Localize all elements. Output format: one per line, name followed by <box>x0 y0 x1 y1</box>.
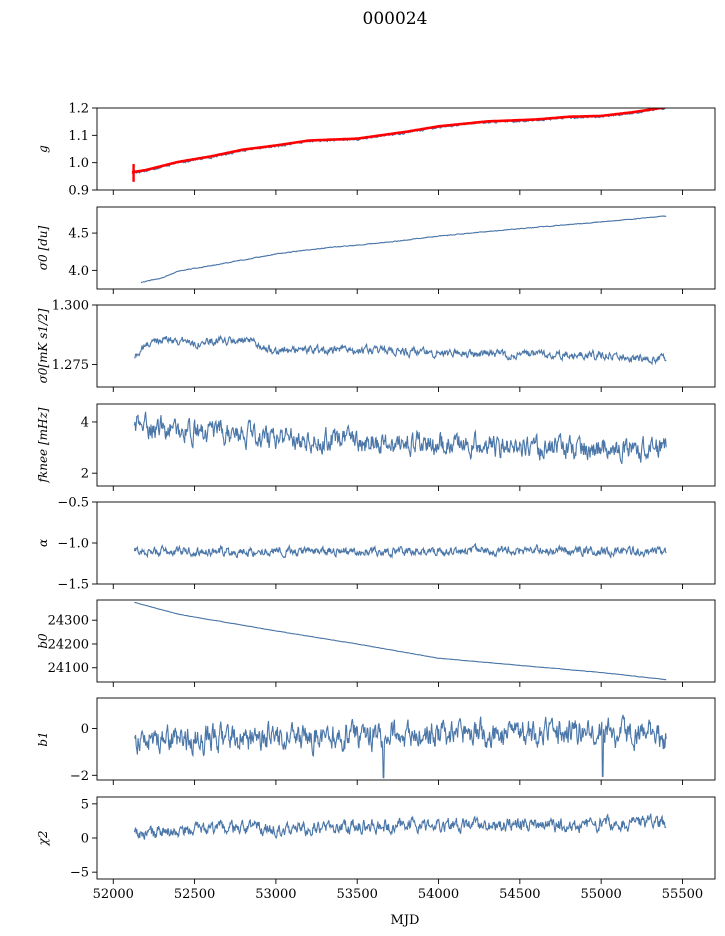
series-group <box>140 215 667 284</box>
x-tick-label: 52000 <box>93 887 134 902</box>
y-tick-label: 0.9 <box>68 184 89 199</box>
y-axis-label-g: g <box>36 145 50 153</box>
x-tick-label: 54000 <box>418 887 459 902</box>
panel-frame <box>96 107 716 191</box>
panel-sigma0_du: 4.0 4.5 σ0 [du] <box>36 206 716 294</box>
series-line-chi2 <box>133 812 667 840</box>
y-tick-label: −2 <box>70 769 89 784</box>
panel-frame <box>96 206 716 290</box>
y-tick-label: −0.5 <box>57 496 89 511</box>
panel-frame <box>96 796 716 880</box>
series-group <box>133 411 667 465</box>
x-axis-label: MJD <box>391 913 420 928</box>
y-tick-label: 4.0 <box>68 264 89 279</box>
y-tick-label: 5 <box>81 797 89 812</box>
y-axis-label-b0: b0 <box>36 633 50 649</box>
panel-chi2: −5 0 5 52000 52500 53000 53500 54000 54500 55000 5… <box>36 796 716 902</box>
series-group <box>134 601 667 681</box>
panel-g: 0.9 1.0 1.1 1.2 g <box>36 102 716 199</box>
y-tick-label: −1.5 <box>57 578 89 593</box>
x-tick-label: 53000 <box>255 887 296 902</box>
panel-frame <box>96 697 716 781</box>
model-curve <box>131 108 667 174</box>
series-group <box>133 542 667 560</box>
series-line-sigma0_mks <box>134 334 667 366</box>
y-tick-label: 0 <box>81 832 89 847</box>
series-line-fknee <box>133 411 667 465</box>
series-group <box>133 812 667 840</box>
x-tick-label: 52500 <box>174 887 215 902</box>
y-tick-label: 2 <box>81 467 89 482</box>
panels-group: 0.9 1.0 1.1 1.2 g 4.0 4.5 σ0 [du] 1.275 1.300σ0[m… <box>36 102 716 902</box>
y-tick-label: 1.300 <box>52 299 89 314</box>
panel-alpha: −1.5 −1.0 −0.5 α <box>36 496 716 593</box>
x-tick-label: 55000 <box>580 887 621 902</box>
series-group <box>131 108 667 182</box>
series-line-b0 <box>134 601 667 681</box>
panel-b1: −2 0 b1 <box>36 697 716 785</box>
y-axis-label-sigma0_du: σ0 [du] <box>36 225 50 270</box>
y-tick-label: 24300 <box>48 614 89 629</box>
series-line-b1 <box>133 714 667 779</box>
y-tick-label: 1.275 <box>52 358 89 373</box>
y-axis-label-chi2: χ2 <box>36 831 50 847</box>
y-axis-label-sigma0_mks: σ0[mK s1/2] <box>36 308 50 383</box>
y-tick-label: −1.0 <box>57 537 89 552</box>
y-tick-label: 1.2 <box>68 102 89 117</box>
y-axis-label-fknee: fknee [mHz] <box>36 407 50 483</box>
series-group <box>133 714 667 779</box>
series-line-alpha <box>133 542 667 560</box>
x-tick-label: 54500 <box>499 887 540 902</box>
figure-title: 000024 <box>363 9 428 29</box>
panel-fknee: 2 4 fknee [mHz] <box>36 403 716 491</box>
y-tick-label: −5 <box>70 866 89 881</box>
panel-frame <box>96 304 716 388</box>
y-axis-label-b1: b1 <box>36 731 50 746</box>
x-tick-label: 55500 <box>662 887 703 902</box>
y-tick-label: 24200 <box>48 637 89 652</box>
y-tick-label: 4.5 <box>68 227 89 242</box>
series-line-sigma0_du <box>140 215 667 284</box>
x-tick-label: 53500 <box>337 887 378 902</box>
y-tick-label: 1.0 <box>68 156 89 171</box>
y-tick-label: 4 <box>81 415 89 430</box>
series-group <box>134 334 667 366</box>
panel-frame <box>96 501 716 585</box>
panel-frame <box>96 599 716 683</box>
panel-b0: 24100 24200 24300 b0 <box>36 599 716 687</box>
panel-frame <box>96 403 716 487</box>
y-tick-label: 0 <box>81 722 89 737</box>
y-axis-label-alpha: α <box>36 539 50 547</box>
y-tick-label: 1.1 <box>68 129 89 144</box>
y-tick-label: 24100 <box>48 661 89 676</box>
